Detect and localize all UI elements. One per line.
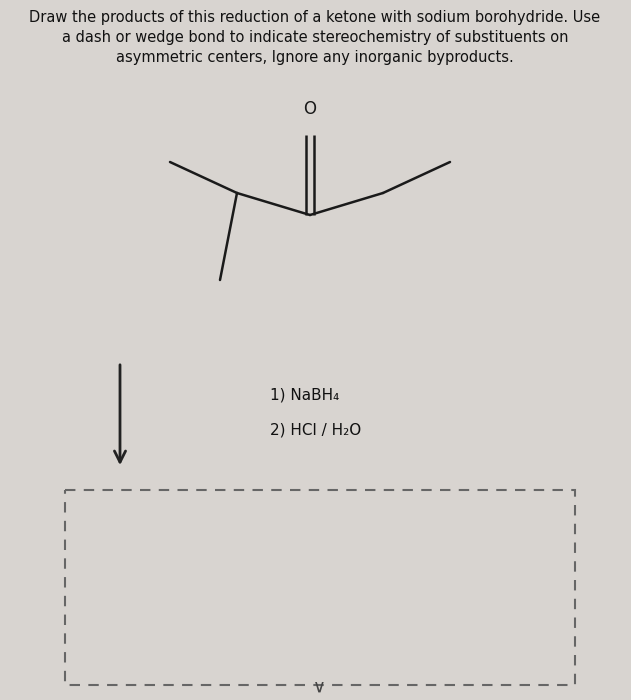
Text: asymmetric centers, Ignore any inorganic byproducts.: asymmetric centers, Ignore any inorganic… xyxy=(116,50,514,65)
Text: O: O xyxy=(304,100,317,118)
Text: Draw the products of this reduction of a ketone with sodium borohydride. Use: Draw the products of this reduction of a… xyxy=(30,10,601,25)
Text: 2) HCl / H₂O: 2) HCl / H₂O xyxy=(270,423,362,438)
Text: ∧: ∧ xyxy=(309,676,322,694)
Text: 1) NaBH₄: 1) NaBH₄ xyxy=(270,388,339,402)
Text: a dash or wedge bond to indicate stereochemistry of substituents on: a dash or wedge bond to indicate stereoc… xyxy=(62,30,569,45)
